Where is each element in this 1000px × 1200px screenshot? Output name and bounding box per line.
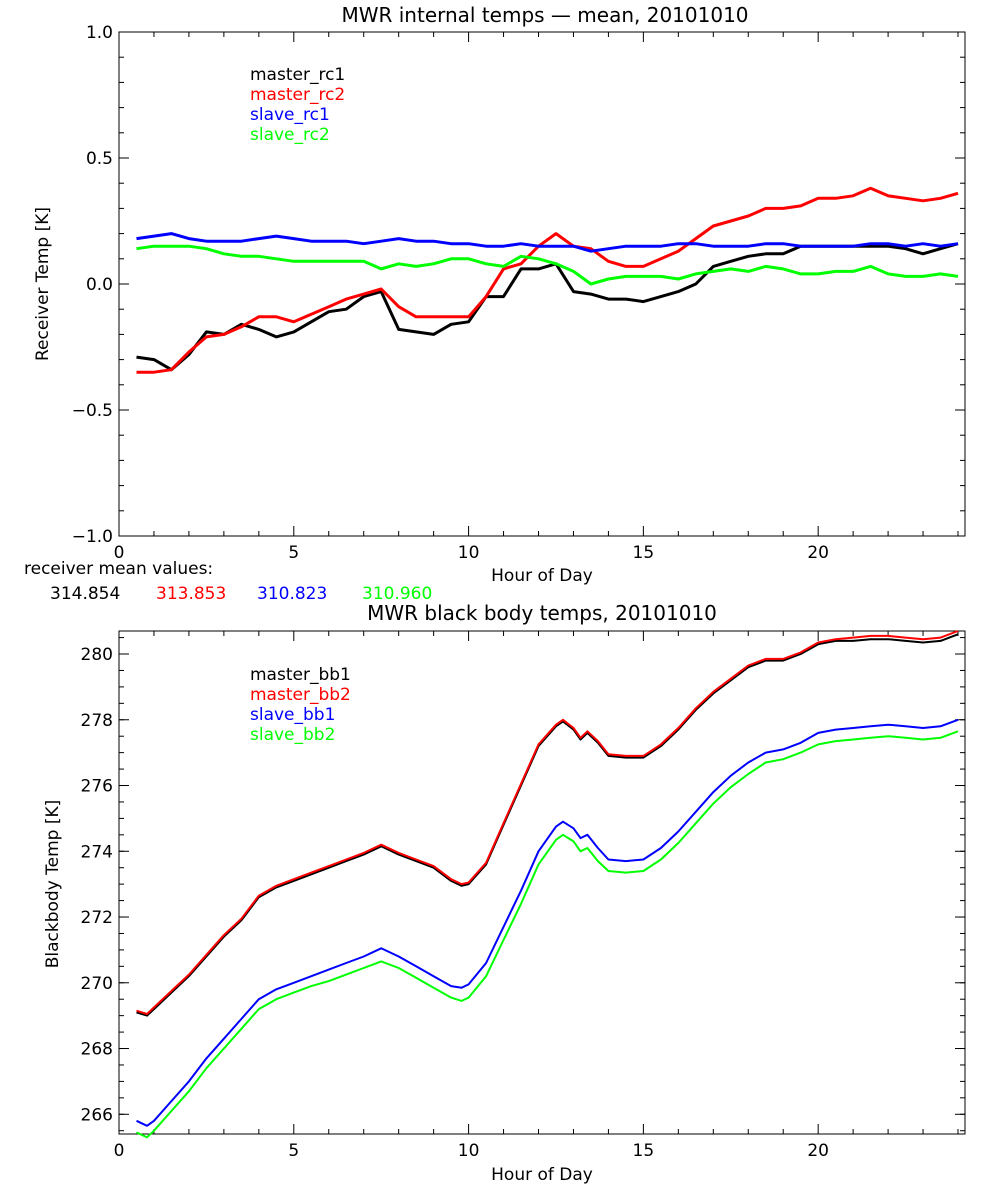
y-tick-label: 274 [81, 842, 113, 862]
y-tick-label: 270 [81, 974, 113, 994]
x-tick-label: 15 [633, 1141, 655, 1161]
y-tick-label: 266 [81, 1105, 113, 1125]
legend-entry-slave-rc2: slave_rc2 [250, 125, 330, 145]
mean-value: 310.823 [257, 584, 327, 604]
x-axis: 0 5 10 15 20 [114, 631, 959, 1161]
y-tick-label: 276 [81, 777, 113, 797]
chart-receiver-temps: MWR internal temps — mean, 20101010 −1.0… [24, 3, 966, 604]
x-axis-label: Hour of Day [491, 1165, 593, 1185]
x-tick-label: 5 [288, 1141, 299, 1161]
y-tick-label: 0.0 [86, 275, 113, 295]
chart-title: MWR internal temps — mean, 20101010 [341, 3, 748, 27]
legend-entry-master-bb1: master_bb1 [250, 665, 351, 685]
x-tick-label: 0 [114, 543, 125, 563]
x-tick-label: 5 [288, 543, 299, 563]
y-tick-label: 278 [81, 711, 113, 731]
plot-frame [118, 630, 966, 1135]
mean-value: 310.960 [362, 584, 432, 604]
legend-entry-slave-rc1: slave_rc1 [250, 105, 330, 125]
x-tick-label: 0 [114, 1141, 125, 1161]
x-tick-label: 20 [807, 543, 829, 563]
x-tick-label: 10 [458, 1141, 480, 1161]
y-axis-label: Receiver Temp [K] [33, 207, 53, 361]
legend-entry-slave-bb1: slave_bb1 [250, 705, 335, 725]
x-tick-label: 20 [807, 1141, 829, 1161]
series-lines [136, 630, 959, 1139]
receiver-mean-values: 314.854 313.853 310.823 310.960 [50, 584, 432, 604]
x-tick-label: 10 [458, 543, 480, 563]
y-axis-label: Blackbody Temp [K] [43, 800, 63, 969]
chart-blackbody-temps: MWR black body temps, 20101010 266 268 270… [43, 601, 966, 1185]
series-line-master-bb1 [136, 633, 959, 1017]
y-tick-label: 272 [81, 908, 113, 928]
plot-frame [118, 31, 966, 537]
series-line-slave-bb2 [136, 730, 959, 1139]
series-line-master-rc2 [136, 186, 959, 374]
series-lines [136, 186, 959, 374]
series-line-slave-rc2 [136, 244, 959, 286]
chart-title: MWR black body temps, 20101010 [367, 601, 717, 625]
y-axis: 266 268 270 272 274 276 278 280 [81, 637, 965, 1132]
x-axis-label: Hour of Day [491, 566, 593, 586]
mean-value: 314.854 [50, 584, 120, 604]
legend-entry-slave-bb2: slave_bb2 [250, 725, 335, 745]
x-tick-label: 15 [633, 543, 655, 563]
y-tick-label: −0.5 [72, 401, 113, 421]
receiver-mean-label: receiver mean values: [24, 559, 213, 579]
y-tick-label: 268 [81, 1040, 113, 1060]
series-line-master-bb2 [136, 630, 959, 1015]
x-axis: 0 5 10 15 20 [114, 32, 959, 563]
mean-value: 313.853 [156, 584, 226, 604]
y-tick-label: −1.0 [72, 527, 113, 547]
series-line-slave-bb1 [136, 718, 959, 1127]
y-axis: −1.0 −0.5 0.0 0.5 1.0 [72, 23, 965, 547]
y-tick-label: 280 [81, 645, 113, 665]
y-tick-label: 0.5 [86, 149, 113, 169]
legend-entry-master-bb2: master_bb2 [250, 685, 351, 705]
legend-entry-master-rc2: master_rc2 [250, 85, 345, 105]
series-line-slave-rc1 [136, 232, 959, 253]
legend-entry-master-rc1: master_rc1 [250, 65, 345, 85]
y-tick-label: 1.0 [86, 23, 113, 43]
